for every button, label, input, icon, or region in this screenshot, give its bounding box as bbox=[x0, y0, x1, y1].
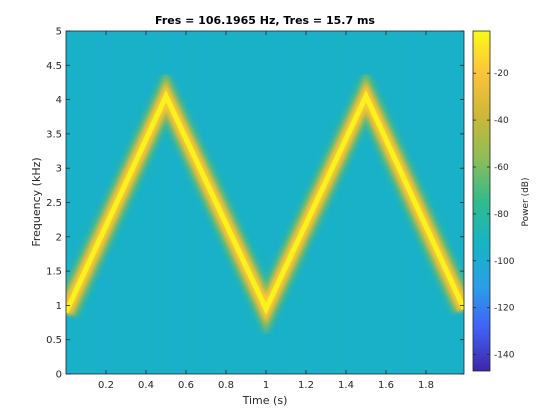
x-tick-label: 1.8 bbox=[418, 380, 434, 391]
noise-stripe bbox=[270, 31, 272, 374]
colorbar-tick-label: -100 bbox=[494, 257, 515, 267]
noise-stripe bbox=[93, 31, 95, 374]
colorbar: -20 -40 -60 -80 -100 -120 -140 Power (dB) bbox=[472, 30, 531, 372]
noise-stripe bbox=[276, 31, 278, 374]
colorbar-frame bbox=[472, 30, 491, 372]
noise-stripe bbox=[144, 31, 146, 374]
noise-stripe bbox=[234, 31, 236, 374]
x-tick-label: 0.4 bbox=[138, 380, 154, 391]
y-tick-label: 4.5 bbox=[46, 61, 62, 72]
noise-stripe bbox=[387, 31, 389, 374]
noise-stripe bbox=[177, 31, 179, 374]
noise-stripe bbox=[267, 31, 269, 374]
colorbar-tick-label: -80 bbox=[494, 210, 509, 220]
colorbar-label: Power (dB) bbox=[521, 178, 531, 227]
colorbar-tick-label: -120 bbox=[494, 304, 515, 314]
y-tick-label: 1.5 bbox=[46, 267, 62, 278]
y-tick-label: 3 bbox=[56, 164, 62, 175]
colorbar-tick-label: -60 bbox=[494, 163, 509, 173]
x-tick-label: 1.6 bbox=[378, 380, 394, 391]
y-tick-label: 4 bbox=[56, 95, 62, 106]
x-axis-label: Time (s) bbox=[242, 394, 288, 407]
plot-area bbox=[65, 30, 465, 375]
y-tick-label: 1 bbox=[56, 301, 62, 312]
y-tick-label: 3.5 bbox=[46, 129, 62, 140]
noise-stripe bbox=[285, 31, 287, 374]
y-tick-label: 2.5 bbox=[46, 198, 62, 209]
y-tick-label: 2 bbox=[56, 232, 62, 243]
noise-stripe bbox=[84, 31, 86, 374]
colorbar-gradient bbox=[473, 31, 490, 371]
noise-stripe bbox=[294, 31, 296, 374]
noise-stripe bbox=[147, 31, 149, 374]
noise-stripe bbox=[174, 31, 176, 374]
colorbar-tick-label: -40 bbox=[494, 116, 509, 126]
x-tick-label: 0.2 bbox=[98, 380, 114, 391]
noise-stripe bbox=[135, 31, 137, 374]
noise-stripe bbox=[87, 31, 89, 374]
x-tick-label: 1.4 bbox=[338, 380, 354, 391]
colorbar-tick-label: -20 bbox=[494, 69, 509, 79]
noise-stripe bbox=[255, 31, 257, 374]
noise-stripe bbox=[78, 31, 80, 374]
y-tick-label: 0.5 bbox=[46, 335, 62, 346]
noise-stripe bbox=[96, 31, 98, 374]
noise-stripe bbox=[159, 31, 161, 374]
noise-stripe bbox=[72, 31, 74, 374]
noise-stripe bbox=[432, 31, 434, 374]
noise-stripe bbox=[237, 31, 239, 374]
x-tick-label: 1.2 bbox=[298, 380, 314, 391]
colorbar-tick-label: -140 bbox=[494, 351, 515, 361]
y-axis: 0 0.5 1 1.5 2 2.5 3 3.5 4 4.5 5 bbox=[46, 27, 464, 381]
noise-stripe bbox=[453, 31, 455, 374]
noise-stripe bbox=[336, 31, 338, 374]
noise-stripe bbox=[252, 31, 254, 374]
x-tick-label: 1 bbox=[263, 380, 269, 391]
y-tick-label: 5 bbox=[56, 27, 62, 38]
x-tick-label: 0.8 bbox=[218, 380, 234, 391]
x-axis: 0.2 0.4 0.6 0.8 1 1.2 1.4 1.6 1.8 bbox=[98, 31, 434, 391]
chirp-ridge bbox=[66, 58, 464, 345]
chart-title: Fres = 106.1965 Hz, Tres = 15.7 ms bbox=[155, 14, 375, 27]
noise-stripe bbox=[438, 31, 440, 374]
colorbar-ticks: -20 -40 -60 -80 -100 -120 -140 bbox=[473, 69, 515, 361]
y-axis-label: Frequency (kHz) bbox=[30, 157, 43, 246]
noise-stripe bbox=[279, 31, 281, 374]
x-tick-label: 0.6 bbox=[178, 380, 194, 391]
y-tick-label: 0 bbox=[56, 370, 62, 381]
